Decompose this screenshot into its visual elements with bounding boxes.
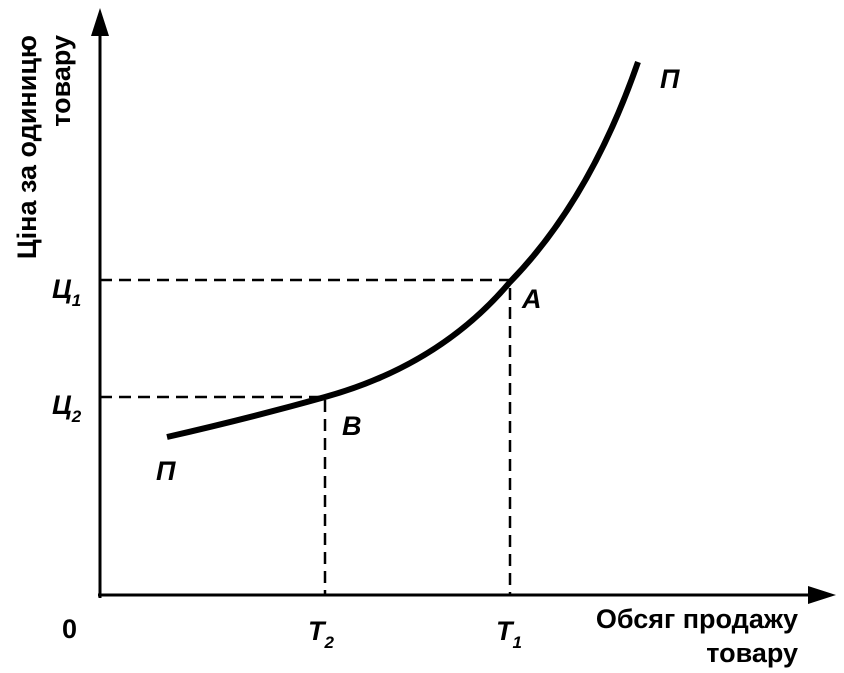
quantity-label: Т2 (308, 616, 335, 652)
y-label-line: товару (46, 35, 76, 127)
y-arrow (91, 8, 109, 36)
point-label: A (521, 284, 542, 314)
guide-1 (100, 278, 512, 595)
x-label-line: товару (706, 638, 798, 668)
x-arrow (808, 586, 836, 604)
quantity-label: Т1 (496, 616, 522, 652)
x-label-line: Обсяг продажу (596, 604, 798, 634)
curve-label: П (660, 64, 680, 94)
y-label-line: Ціна за одиницю (12, 35, 42, 259)
origin: 0 (62, 614, 77, 644)
price-label: Ц2 (52, 390, 82, 426)
curve-label: П (156, 456, 176, 486)
point-label: B (342, 411, 362, 441)
supply-curve (166, 61, 641, 440)
price-label: Ц1 (52, 274, 81, 310)
